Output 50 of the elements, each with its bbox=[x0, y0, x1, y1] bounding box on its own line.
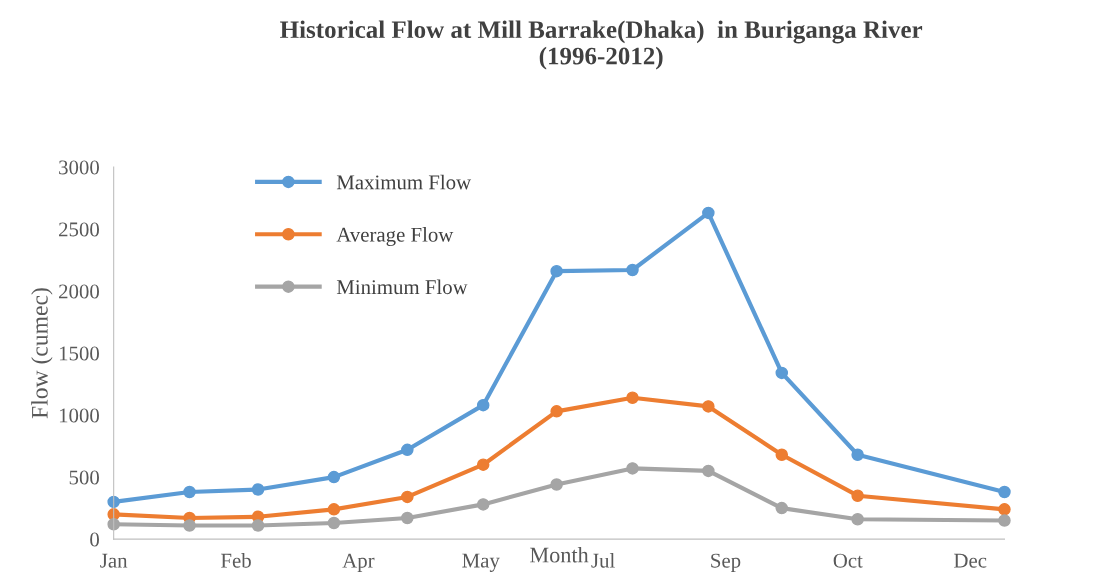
point bbox=[851, 513, 864, 526]
point bbox=[998, 485, 1011, 499]
y-tick-label: 0 bbox=[90, 532, 99, 547]
point bbox=[550, 478, 563, 491]
x-tick-label: Feb bbox=[221, 553, 251, 568]
x-tick-label: Oct bbox=[833, 553, 863, 568]
legend-label: Minimum Flow bbox=[336, 279, 468, 295]
point bbox=[401, 443, 414, 457]
point bbox=[775, 366, 789, 380]
x-tick-label: Apr bbox=[342, 553, 375, 572]
y-tick-label: 2500 bbox=[59, 222, 99, 237]
point bbox=[476, 398, 490, 412]
y-tick-label: 1000 bbox=[59, 408, 99, 423]
point bbox=[998, 514, 1011, 527]
chart-title: Historical Flow at Mill Barrake(Dhaka) in Buriganga River (1996-2012) bbox=[280, 20, 923, 70]
y-tick-label: 2000 bbox=[59, 284, 99, 299]
x-axis-title: Month bbox=[530, 546, 589, 563]
legend-label: Maximum Flow bbox=[336, 174, 472, 190]
point bbox=[851, 489, 864, 502]
point bbox=[401, 490, 414, 504]
x-tick-label: Jan bbox=[100, 553, 128, 568]
point bbox=[251, 519, 265, 532]
point bbox=[327, 470, 341, 484]
point bbox=[626, 462, 639, 475]
point bbox=[998, 503, 1011, 516]
point bbox=[550, 264, 563, 278]
y-axis-title: Flow (cumec) bbox=[31, 288, 53, 419]
x-tick-label: Dec bbox=[954, 553, 987, 568]
point bbox=[702, 464, 715, 478]
legend-label: Average Flow bbox=[336, 227, 454, 247]
point bbox=[775, 448, 789, 462]
point bbox=[401, 511, 414, 525]
x-tick-label: Sep bbox=[711, 553, 741, 572]
point bbox=[550, 405, 563, 418]
point bbox=[775, 501, 789, 515]
y-tick-label: 1500 bbox=[59, 346, 99, 361]
y-tick-label: 3000 bbox=[59, 160, 99, 175]
x-tick-label: Jul bbox=[591, 553, 615, 568]
point bbox=[476, 458, 490, 471]
x-tick-label: May bbox=[462, 553, 500, 572]
point bbox=[851, 448, 864, 462]
point bbox=[702, 400, 715, 413]
point bbox=[327, 516, 341, 530]
point bbox=[327, 503, 341, 516]
point bbox=[702, 206, 715, 220]
y-tick-label: 500 bbox=[69, 470, 99, 485]
point bbox=[626, 391, 639, 404]
point bbox=[626, 263, 639, 277]
point bbox=[251, 483, 265, 496]
point bbox=[476, 498, 490, 511]
